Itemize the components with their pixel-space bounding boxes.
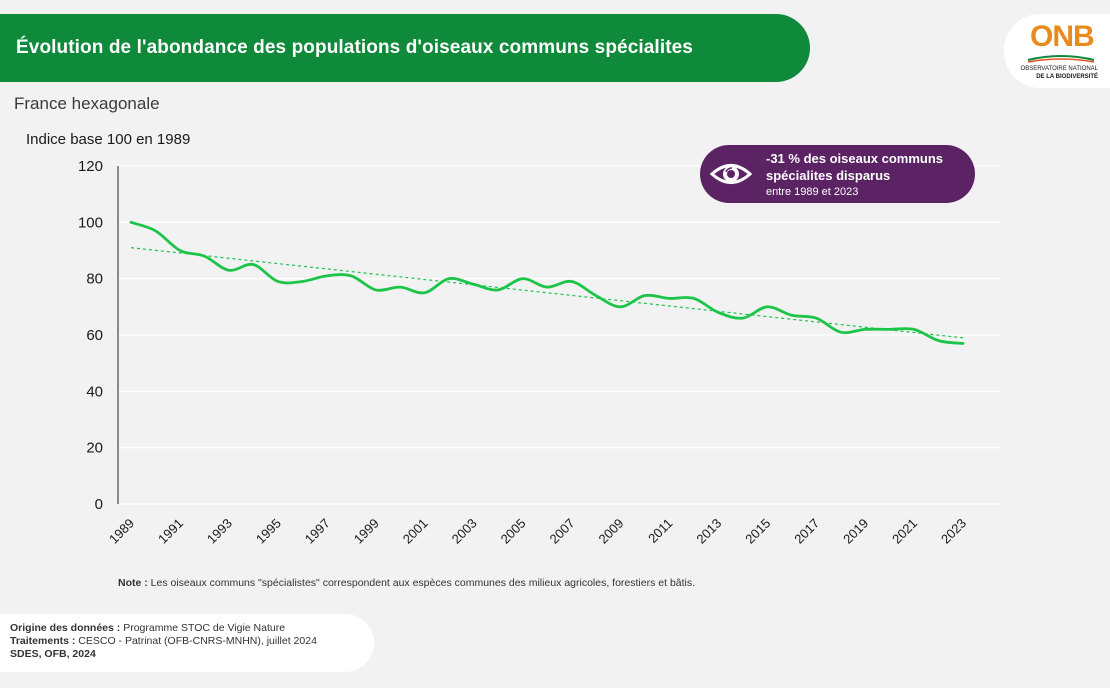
grid-lines [118,165,1000,505]
x-tick-label: 2001 [400,516,431,547]
x-tick-label: 1999 [351,516,382,547]
source-text-1: Programme STOC de Vigie Nature [120,622,286,634]
y-tick-label: 60 [86,327,103,344]
x-tick-label: 1997 [302,516,333,547]
page-title: Évolution de l'abondance des populations… [16,37,693,58]
x-tick-label: 1991 [155,516,186,547]
logo-subline-1: OBSERVATOIRE NATIONAL [1020,66,1098,72]
chart-note: Note : Les oiseaux communs "spécialistes… [118,577,695,589]
x-tick-label: 2023 [938,516,969,547]
y-tick-label: 100 [78,214,103,231]
sources-card: Origine des données : Programme STOC de … [0,614,374,672]
trend-line [130,247,964,339]
y-tick-label: 80 [86,271,103,288]
source-label-1: Origine des données : [10,622,121,634]
x-tick-label: 2013 [693,516,724,547]
logo-subline-2: DE LA BIODIVERSITÉ [1036,74,1098,80]
y-tick-label: 20 [86,440,103,457]
x-tick-label: 2011 [645,516,675,546]
source-text-2: CESCO - Patrinat (OFB-CNRS-MNHN), juille… [75,635,317,647]
x-tick-label: 2017 [791,516,822,547]
x-tick-label: 1995 [253,516,284,547]
callout-badge: -31 % des oiseaux communs spécialites di… [700,145,975,203]
x-tick-label: 2015 [742,516,773,547]
eye-icon [709,164,753,184]
source-line-3: SDES, OFB, 2024 [10,648,96,660]
y-tick-labels: 0 20 40 60 80 100 120 [78,158,103,513]
source-line-1: Origine des données : Programme STOC de … [10,622,285,634]
note-text: Les oiseaux communs "spécialistes" corre… [147,577,696,589]
chart-subtitle: France hexagonale [14,94,160,113]
y-axis-label: Indice base 100 en 1989 [26,131,191,148]
callout-line-2: spécialites disparus [766,168,891,183]
note-label: Note : [118,577,148,589]
logo-swoosh [1027,55,1095,63]
y-tick-label: 40 [86,383,103,400]
y-tick-label: 0 [95,496,103,513]
x-tick-label: 2003 [449,516,480,547]
source-line-2: Traitements : CESCO - Patrinat (OFB-CNRS… [10,635,317,647]
x-tick-label: 2019 [840,516,871,547]
logo-text: ONB [1030,20,1095,53]
callout-line-1: -31 % des oiseaux communs [766,151,944,166]
x-tick-label: 1993 [204,516,235,547]
x-tick-label: 2005 [498,516,529,547]
x-tick-label: 2007 [547,516,578,547]
title-banner: Évolution de l'abondance des populations… [0,14,810,82]
callout-line-3: entre 1989 et 2023 [766,186,859,198]
x-tick-label: 2021 [889,516,920,547]
source-label-2: Traitements : [10,635,76,647]
x-tick-labels: 1989 1991 1993 1995 1997 1999 2001 2003 2005 2007… [106,516,969,547]
onb-logo: ONB OBSERVATOIRE NATIONAL DE LA BIODIVER… [1004,14,1110,88]
series-line [129,220,965,345]
x-tick-label: 1989 [106,516,137,547]
y-tick-label: 120 [78,158,103,175]
x-tick-label: 2009 [595,516,626,547]
